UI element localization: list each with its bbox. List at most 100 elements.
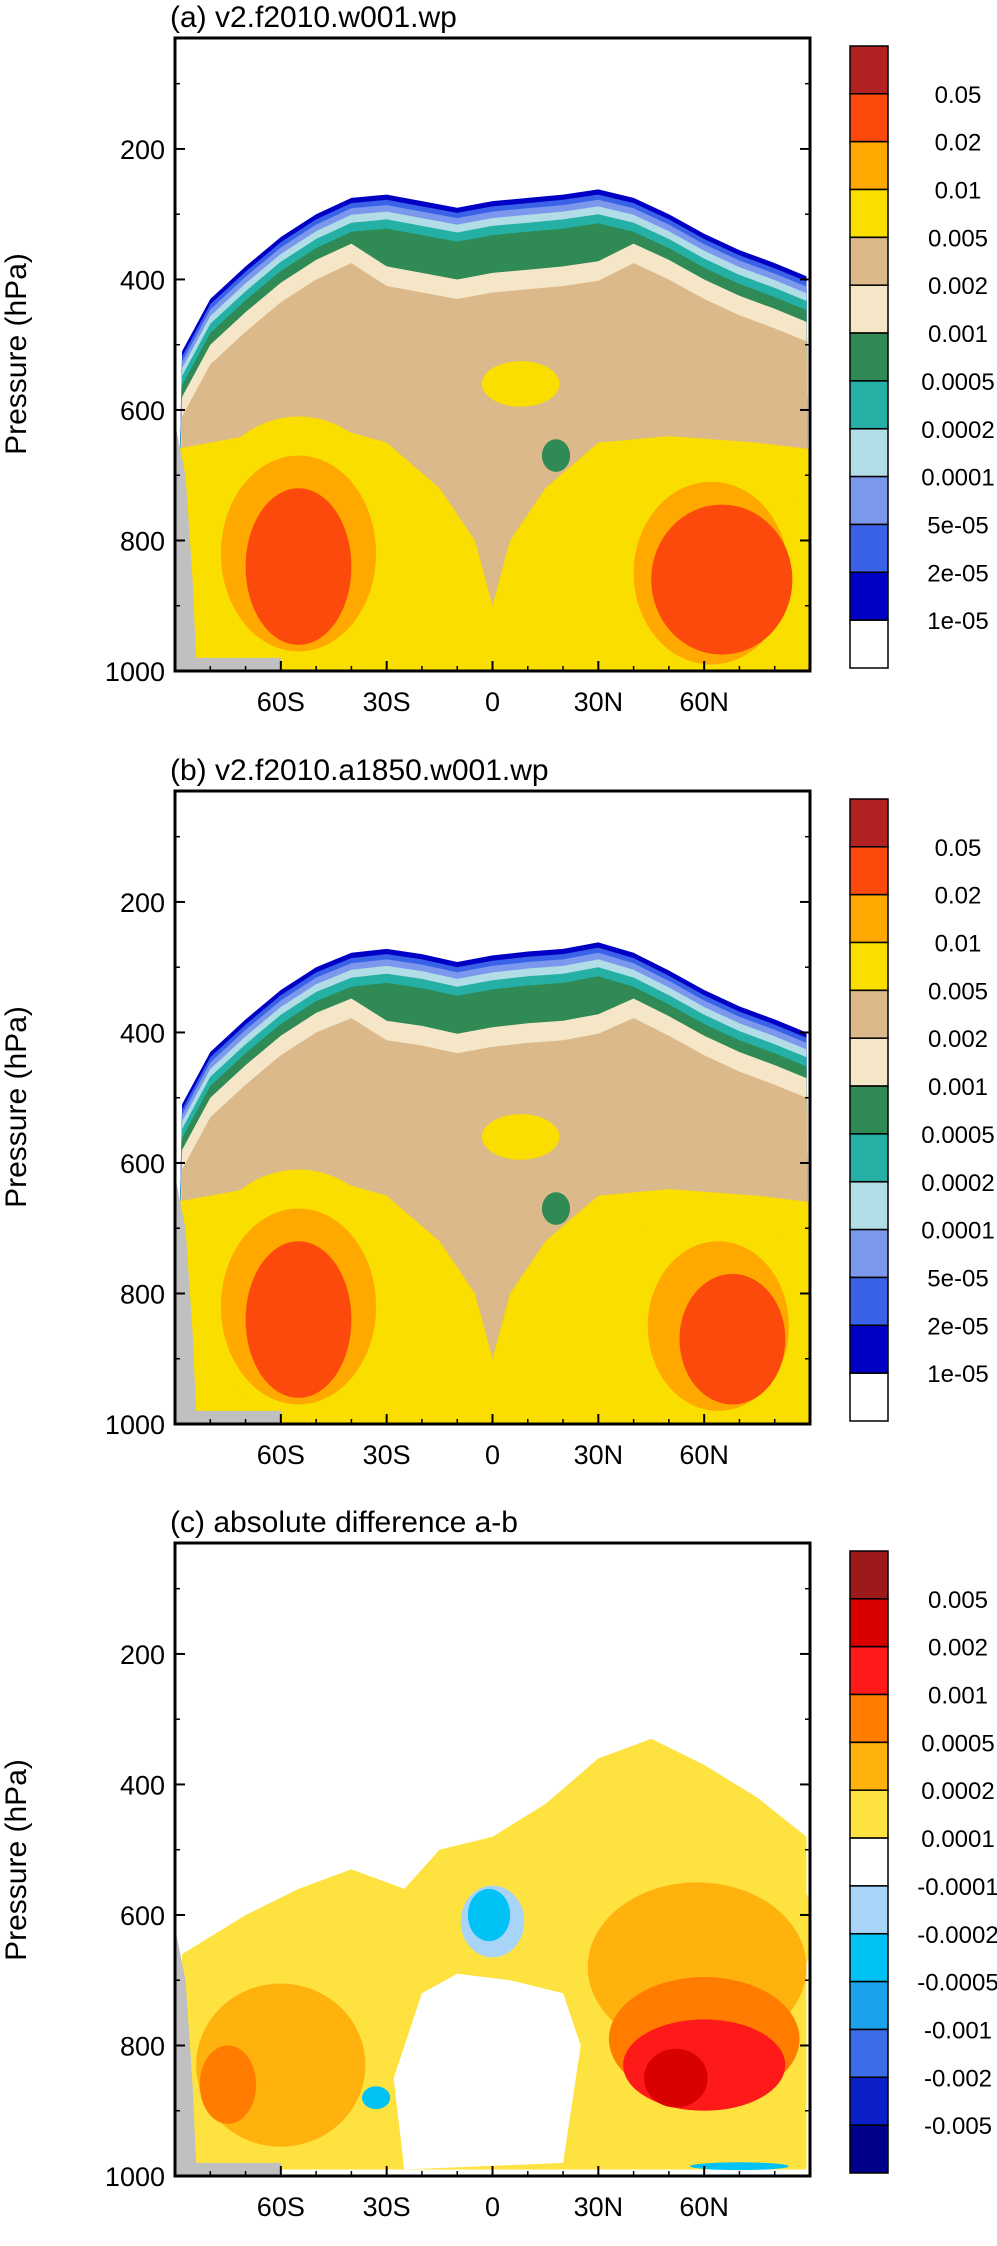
colorbar-swatch — [849, 140, 889, 191]
colorbar-swatch — [849, 45, 889, 95]
y-tick-label: 1000 — [105, 1410, 165, 1440]
colorbar-swatch — [849, 1037, 889, 1087]
colorbar-label: -0.0005 — [917, 1970, 997, 1997]
colorbar-swatch — [849, 236, 889, 286]
colorbar-label: 0.0005 — [921, 369, 994, 396]
x-tick-label: 30S — [363, 1440, 411, 1470]
contour-feature-7 — [541, 439, 571, 472]
colorbar-swatch — [849, 989, 889, 1039]
panel-a-contours — [175, 189, 810, 671]
contour-feature-5 — [679, 1273, 786, 1405]
colorbar-label: 2e-05 — [927, 560, 988, 587]
x-tick-label: 0 — [485, 1440, 500, 1470]
panel-a-title: (a) v2.f2010.w001.wp — [170, 1, 457, 34]
x-tick-label: 30N — [574, 1440, 624, 1470]
colorbar-swatch — [849, 2124, 889, 2174]
y-tick-label: 800 — [120, 1279, 165, 1309]
colorbar-label: 0.001 — [928, 1683, 988, 1710]
y-tick-label: 600 — [120, 1901, 165, 1931]
x-tick-label: 60S — [257, 2192, 305, 2222]
colorbar-swatch — [849, 1133, 889, 1183]
colorbar-label: 2e-05 — [927, 1313, 988, 1340]
colorbar-label: 0.0002 — [921, 1778, 994, 1805]
colorbar-label: 0.0001 — [921, 465, 994, 492]
y-tick-label: 200 — [120, 135, 165, 165]
colorbar-swatch — [849, 1181, 889, 1231]
panel-a-ylabel: Pressure (hPa) — [0, 253, 33, 455]
colorbar-swatch — [849, 798, 889, 848]
missing-region — [175, 1928, 281, 2176]
contour-feature-2 — [245, 1241, 352, 1398]
colorbar-swatch — [849, 941, 889, 992]
contour-band-white — [393, 1973, 581, 2170]
y-tick-label: 800 — [120, 526, 165, 556]
colorbar-label: 0.0002 — [921, 417, 994, 444]
panel-b-contours — [175, 942, 810, 1424]
colorbar-label: 0.0001 — [921, 1218, 994, 1245]
panel-c-ylabel: Pressure (hPa) — [0, 1759, 33, 1961]
y-tick-label: 1000 — [105, 657, 165, 687]
contour-feature-11 — [690, 2162, 789, 2171]
x-tick-label: 30N — [574, 687, 624, 717]
panel-a-axes: 60S 30S 0 30N 60N 200 400 600 800 1000 — [105, 82, 810, 717]
colorbar-label: 0.001 — [928, 1074, 988, 1101]
y-tick-label: 400 — [120, 1770, 165, 1800]
colorbar-label: -0.0001 — [917, 1874, 997, 1901]
panel-b-ylabel: Pressure (hPa) — [0, 1006, 33, 1208]
colorbar-swatch — [849, 380, 889, 430]
colorbar-label: 0.01 — [935, 178, 982, 205]
colorbar-swatch — [849, 1550, 889, 1600]
colorbar-swatch — [849, 1693, 889, 1744]
colorbar-label: 0.005 — [928, 978, 988, 1005]
x-tick-label: 60N — [679, 2192, 729, 2222]
panel-c-contours — [175, 1738, 810, 2176]
panel-a-colorbar: 0.05 0.02 0.01 0.005 0.002 0.001 0.0005 0.0002 0… — [849, 45, 995, 669]
colorbar-label: 0.002 — [928, 273, 988, 300]
x-tick-label: 0 — [485, 2192, 500, 2222]
y-tick-label: 400 — [120, 1018, 165, 1048]
missing-region — [175, 423, 281, 671]
colorbar-swatch — [849, 1980, 889, 2031]
colorbar-swatch — [849, 619, 889, 669]
y-tick-label: 800 — [120, 2031, 165, 2061]
contour-feature-7 — [644, 2048, 708, 2108]
colorbar-label: 0.05 — [935, 82, 982, 109]
y-tick-label: 400 — [120, 265, 165, 295]
colorbar-label: 0.01 — [935, 931, 982, 958]
colorbar-label: -0.002 — [924, 2065, 992, 2092]
x-tick-label: 30N — [574, 2192, 624, 2222]
colorbar-swatch — [849, 1837, 889, 1887]
colorbar-label: 0.02 — [935, 883, 982, 910]
colorbar-label: 0.0005 — [921, 1730, 994, 1757]
x-tick-label: 60S — [257, 687, 305, 717]
panel-c-colorbar: 0.005 0.002 0.001 0.0005 0.0002 0.0001 -0.0001… — [849, 1550, 997, 2174]
colorbar-label: 0.005 — [928, 225, 988, 252]
colorbar-swatch — [849, 893, 889, 944]
panel-b-axes: 60S 30S 0 30N 60N 200 400 600 800 1000 — [105, 835, 810, 1470]
colorbar-label: 0.002 — [928, 1635, 988, 1662]
panel-b-title: (b) v2.f2010.a1850.w001.wp — [170, 754, 549, 787]
colorbar-swatch — [849, 1372, 889, 1422]
colorbar-label: 0.0001 — [921, 1826, 994, 1853]
x-tick-label: 30S — [363, 2192, 411, 2222]
colorbar-swatch — [849, 571, 889, 621]
colorbar-label: 0.02 — [935, 130, 982, 157]
colorbar-label: -0.001 — [924, 2018, 992, 2045]
contour-feature-10 — [362, 2086, 391, 2110]
colorbar-swatch — [849, 846, 889, 896]
colorbar-swatch — [849, 188, 889, 239]
colorbar-swatch — [849, 1933, 889, 1983]
colorbar-swatch — [849, 2076, 889, 2126]
colorbar-label: 1e-05 — [927, 1361, 988, 1388]
colorbar-swatch — [849, 523, 889, 574]
colorbar-label: -0.005 — [924, 2113, 992, 2140]
colorbar-label: 0.05 — [935, 835, 982, 862]
colorbar-label: 5e-05 — [927, 1266, 988, 1293]
x-tick-label: 60S — [257, 1440, 305, 1470]
contour-feature-9 — [467, 1888, 511, 1942]
panel-a: (a) v2.f2010.w001.wp 60S 30S 0 30N 60N 200 400… — [0, 1, 995, 717]
x-tick-label: 60N — [679, 687, 729, 717]
panel-b-plot — [175, 791, 810, 1424]
panel-b: (b) v2.f2010.a1850.w001.wp 60S 30S 0 30N 60N… — [0, 754, 995, 1470]
